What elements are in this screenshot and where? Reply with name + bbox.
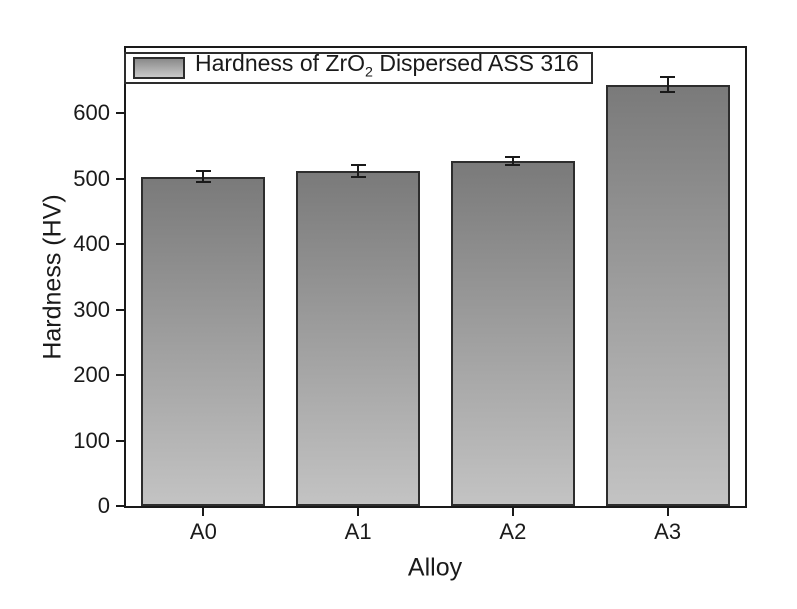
x-tick-label-A1: A1: [344, 519, 372, 544]
error-bar-line: [511, 155, 514, 167]
legend-text-main: Hardness of ZrO: [195, 50, 365, 77]
x-tick-A0: [202, 508, 205, 516]
legend-swatch-gradient: [133, 57, 185, 79]
x-tick-label-A3: A3: [654, 519, 682, 544]
y-tick-0: [116, 505, 124, 507]
error-bar-cap-top: [660, 76, 676, 79]
error-bar-A1: [350, 164, 366, 178]
error-bar-cap-top: [195, 170, 211, 173]
y-tick-label-600: 600: [73, 100, 110, 126]
y-tick-label-100: 100: [73, 427, 110, 453]
y-tick-label-200: 200: [73, 362, 110, 388]
x-tick-A3: [666, 508, 669, 516]
x-axis-title: Alloy: [407, 553, 463, 582]
error-bar-cap-bottom: [195, 181, 211, 184]
y-tick-400: [116, 243, 124, 246]
error-bar-A2: [505, 155, 521, 167]
y-axis-title: Hardness (HV): [38, 194, 67, 360]
error-bar-line: [666, 76, 669, 94]
error-bar-line: [357, 164, 360, 178]
error-bar-cap-bottom: [350, 175, 366, 178]
y-tick-label-400: 400: [73, 231, 110, 257]
error-bar-cap-bottom: [505, 164, 521, 167]
y-tick-600: [116, 112, 124, 115]
bar-A2: [450, 161, 575, 506]
error-bar-cap-bottom: [660, 91, 676, 94]
y-tick-label-0: 0: [97, 493, 110, 518]
bar-A3: [605, 84, 730, 506]
legend: Hardness of ZrO2 Dispersed ASS 316: [124, 50, 593, 86]
error-bar-cap-top: [505, 155, 521, 158]
y-tick-label-300: 300: [73, 296, 110, 322]
error-bar-cap-top: [350, 164, 366, 167]
y-tick-500: [116, 177, 124, 180]
legend-text-tail: Dispersed ASS 316: [372, 50, 579, 77]
x-tick-A1: [357, 508, 360, 516]
x-tick-label-A0: A0: [189, 519, 217, 544]
legend-label: Hardness of ZrO2 Dispersed ASS 316: [195, 50, 579, 86]
y-tick-100: [116, 439, 124, 442]
error-bar-A0: [195, 170, 211, 184]
y-tick-300: [116, 308, 124, 311]
x-tick-A2: [511, 508, 514, 516]
error-bar-A3: [660, 76, 676, 94]
bar-A0: [141, 176, 266, 506]
y-tick-200: [116, 374, 124, 377]
legend-text-subscript: 2: [365, 64, 373, 81]
error-bar-line: [202, 170, 205, 184]
bar-A1: [296, 171, 421, 506]
x-tick-label-A2: A2: [499, 519, 527, 544]
plot-area: Hardness of ZrO2 Dispersed ASS 316 0 100 2…: [73, 46, 747, 544]
y-tick-label-500: 500: [73, 165, 110, 191]
